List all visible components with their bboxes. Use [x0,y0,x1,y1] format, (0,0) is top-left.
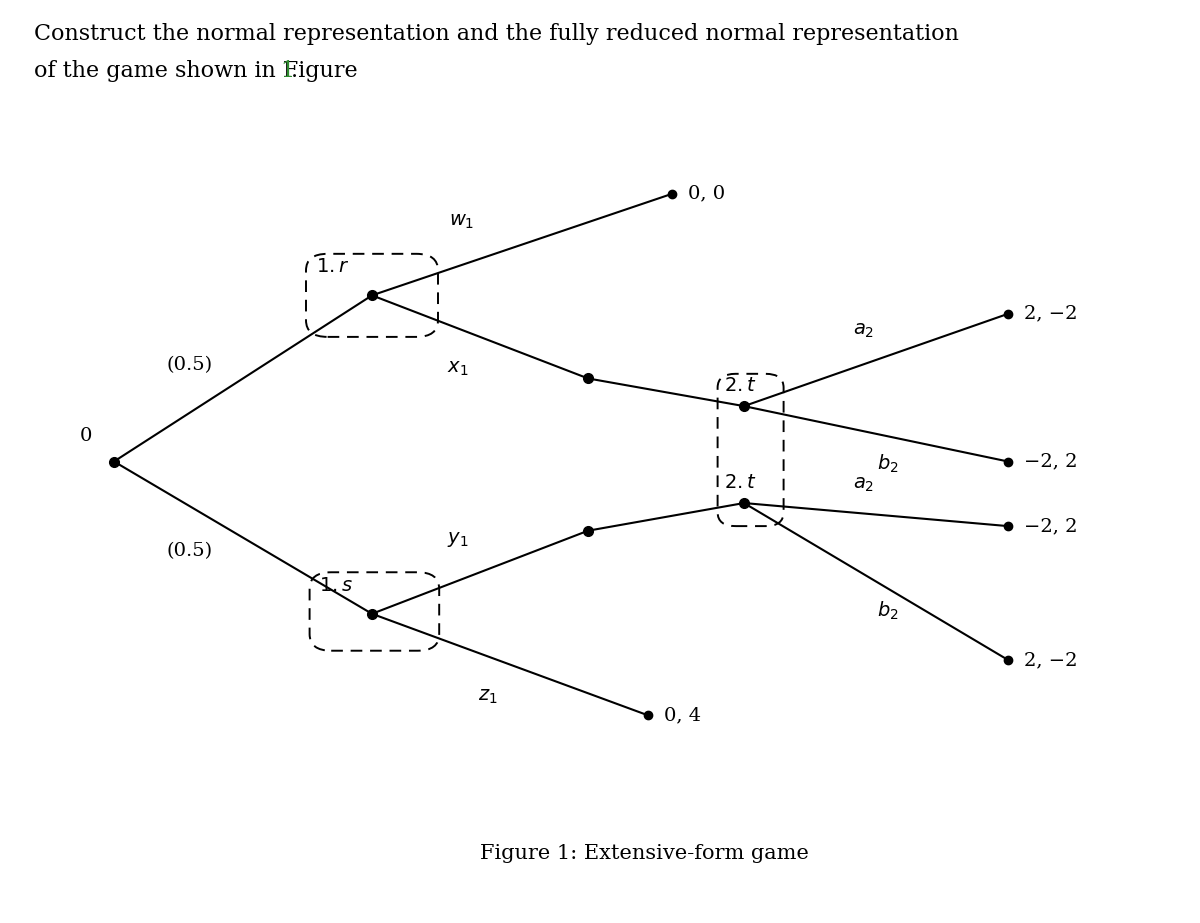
Text: .: . [290,60,298,82]
Text: $z_1$: $z_1$ [479,688,498,706]
Text: $a_2$: $a_2$ [853,321,875,340]
Text: $2.t$: $2.t$ [724,473,756,492]
Text: Construct the normal representation and the fully reduced normal representation: Construct the normal representation and … [34,23,959,45]
Text: $b_2$: $b_2$ [877,452,899,474]
Text: (0.5): (0.5) [167,355,214,374]
Text: $a_2$: $a_2$ [853,476,875,495]
Text: $b_2$: $b_2$ [877,600,899,622]
Text: $x_1$: $x_1$ [446,360,468,378]
Text: of the game shown in Figure: of the game shown in Figure [34,60,365,82]
Text: $1.r$: $1.r$ [316,258,349,277]
Text: $w_1$: $w_1$ [449,212,474,231]
Text: $y_1$: $y_1$ [446,530,468,549]
Text: 2, −2: 2, −2 [1024,651,1078,669]
Text: Figure 1: Extensive-form game: Figure 1: Extensive-form game [480,845,809,863]
Text: (0.5): (0.5) [167,543,214,560]
Text: 0, 0: 0, 0 [688,185,725,203]
Text: $2.t$: $2.t$ [724,377,756,395]
Text: $1.s$: $1.s$ [319,577,353,595]
Text: 0: 0 [80,426,92,445]
Text: 0, 4: 0, 4 [664,706,701,725]
Text: 2, −2: 2, −2 [1024,305,1078,323]
Text: −2, 2: −2, 2 [1024,452,1078,471]
Text: −2, 2: −2, 2 [1024,517,1078,535]
Text: 1: 1 [280,60,294,82]
